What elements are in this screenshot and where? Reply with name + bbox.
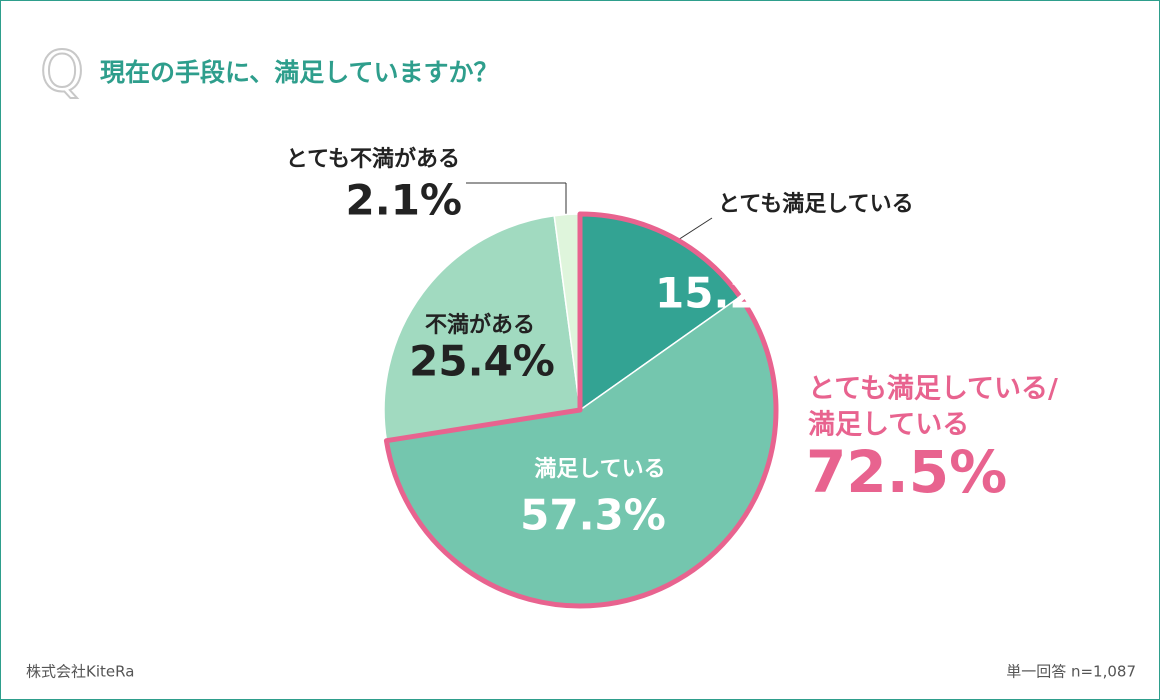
slice-name: 満足している xyxy=(534,456,665,482)
pie-slice xyxy=(383,214,581,442)
highlight-outline xyxy=(383,211,779,609)
company: 株式会社KiteRa xyxy=(26,663,134,681)
note: 単一回答 n=1,087 xyxy=(1006,663,1136,681)
highlight-label: とても満足している/ xyxy=(808,374,1058,405)
highlight-value: 72.5% xyxy=(806,438,1007,506)
highlight-label: 満足している xyxy=(808,410,969,441)
slice-name: とても不満がある xyxy=(286,146,460,172)
slice-value: 57.3% xyxy=(520,491,666,540)
slice-name: とても満足している xyxy=(718,191,914,217)
slice-value: 25.4% xyxy=(409,337,555,386)
chart-title: 現在の手段に、満足していますか？ xyxy=(100,58,499,87)
slice-name: 不満がある xyxy=(425,312,535,338)
slice-value: 15.2% xyxy=(655,269,801,318)
slice-value: 2.1% xyxy=(346,176,462,225)
q-icon: Q xyxy=(40,40,84,105)
